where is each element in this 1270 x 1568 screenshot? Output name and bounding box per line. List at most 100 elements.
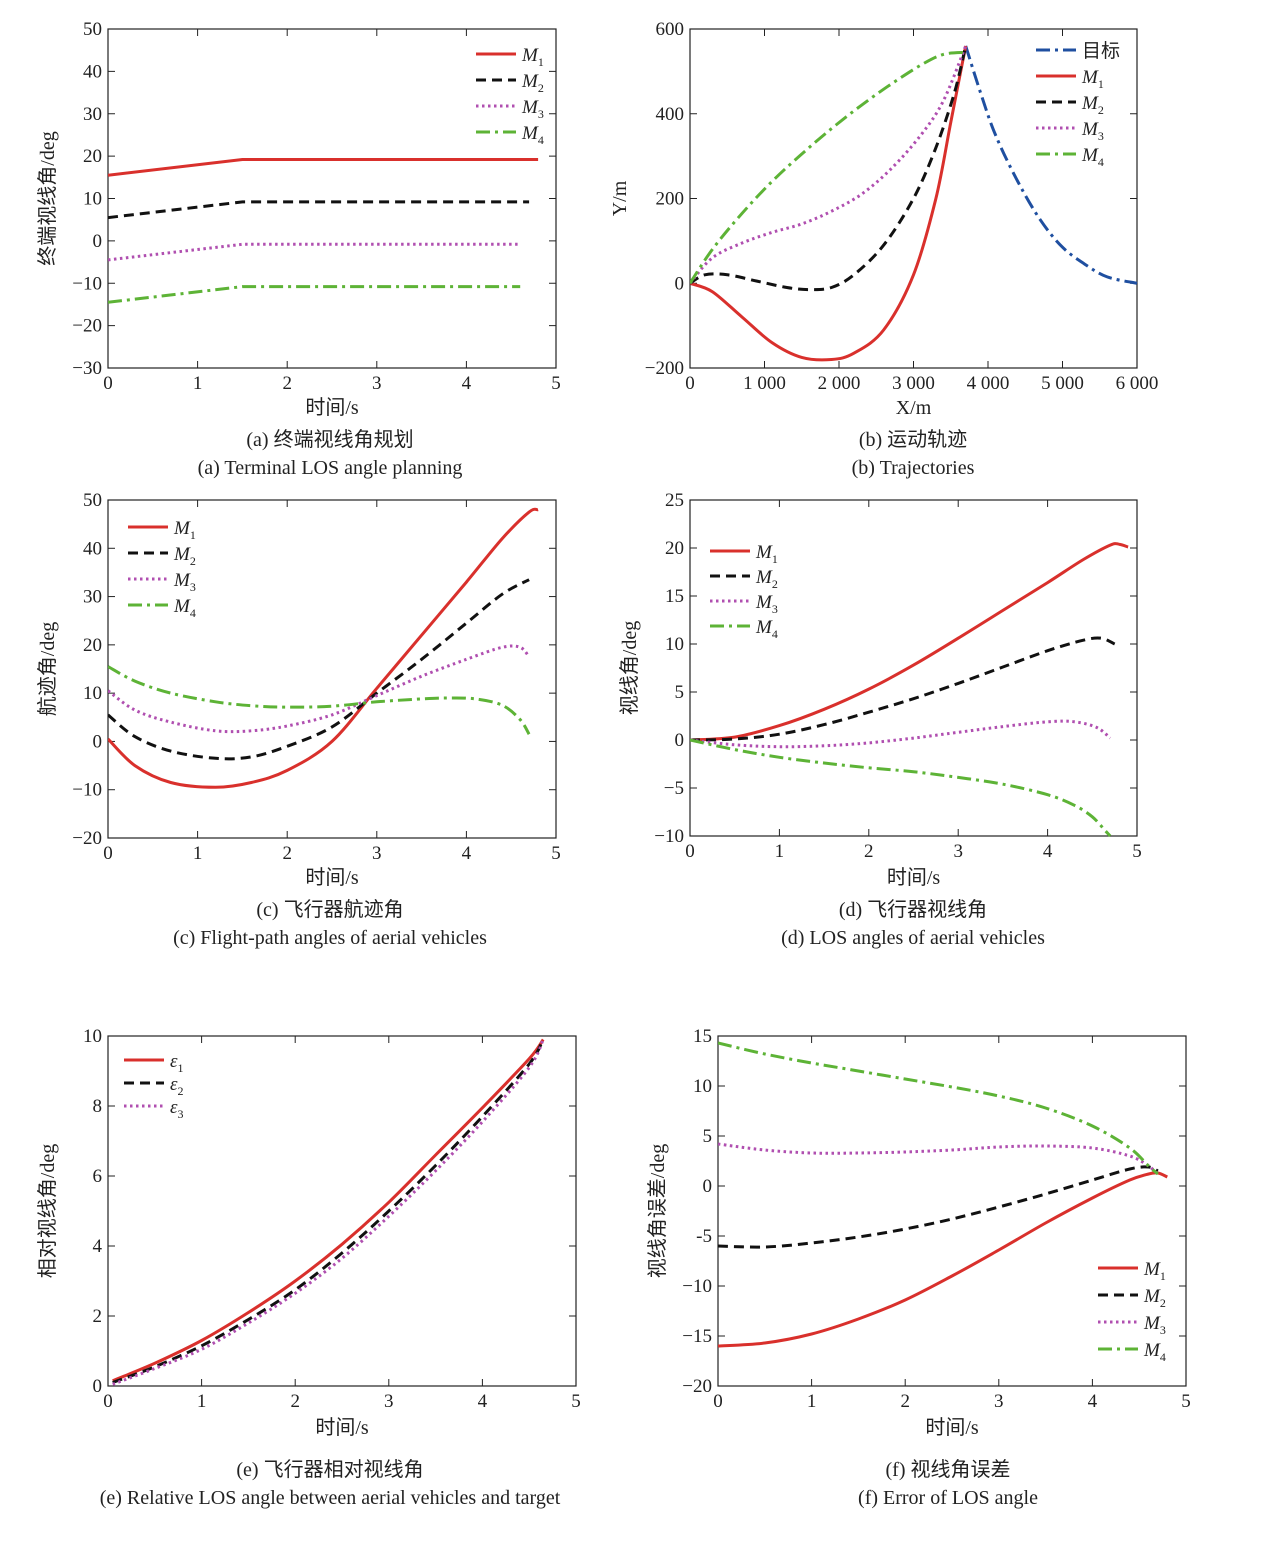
legend-label: ε3 xyxy=(170,1097,184,1121)
series-line-m3 xyxy=(690,45,968,285)
legend-label: M4 xyxy=(173,596,196,620)
legend-label: M4 xyxy=(521,123,544,147)
legend-name: M xyxy=(173,596,191,617)
x-tick-label: 5 xyxy=(571,1391,581,1412)
y-tick-label: 40 xyxy=(83,61,102,82)
plot-frame xyxy=(107,1035,577,1387)
chart-panel-d: 0 1 2 3 4 5−10−50510152025时间/s视线角/degM1M2M3M4… xyxy=(618,490,1142,949)
x-tick-label: 1 xyxy=(807,1391,817,1412)
y-tick-label: −10 xyxy=(72,273,102,294)
legend-subscript: 3 xyxy=(1098,129,1104,143)
legend-subscript: 2 xyxy=(178,1084,184,1098)
series-line-m4 xyxy=(718,1041,1159,1176)
x-axis-title: 时间/s xyxy=(887,866,941,889)
y-tick-label: −10 xyxy=(682,1276,712,1297)
y-tick-label: 30 xyxy=(83,587,102,608)
x-tick-label: 3 000 xyxy=(892,373,935,394)
legend-label: M1 xyxy=(521,45,544,69)
y-tick-label: 8 xyxy=(93,1096,103,1117)
legend-subscript: 1 xyxy=(538,55,544,69)
x-tick-label: 4 xyxy=(1088,1391,1098,1412)
legend-name: M xyxy=(1143,1259,1161,1280)
y-axis-title: 航迹角/deg xyxy=(36,622,59,716)
x-tick-label: 1 xyxy=(193,373,203,394)
legend-name: M xyxy=(1143,1340,1161,1361)
legend-subscript: 4 xyxy=(538,133,544,147)
plot-frame xyxy=(717,1035,1187,1387)
y-tick-label: 30 xyxy=(83,104,102,125)
legend-subscript: 1 xyxy=(190,528,196,542)
y-tick-label: 5 xyxy=(675,682,685,703)
y-axis-title: 相对视线角/deg xyxy=(36,1144,59,1278)
caption-en: (b) Trajectories xyxy=(852,457,975,479)
legend-name: M xyxy=(173,570,191,591)
legend-label: M2 xyxy=(1143,1286,1166,1310)
caption-cn: (e) 飞行器相对视线角 xyxy=(236,1458,423,1481)
x-tick-label: 4 xyxy=(462,373,472,394)
legend-label: M3 xyxy=(755,592,778,616)
x-tick-label: 5 xyxy=(551,843,561,864)
legend-name: M xyxy=(1143,1313,1161,1334)
y-tick-label: -5 xyxy=(696,1226,712,1247)
caption-en: (f) Error of LOS angle xyxy=(858,1487,1038,1509)
y-tick-label: −15 xyxy=(682,1326,712,1347)
x-tick-label: 3 xyxy=(372,843,382,864)
chart-panel-c: 0 1 2 3 4 5−20−1001020304050时间/s航迹角/degM1M2M3… xyxy=(36,490,561,949)
series-line-m4 xyxy=(690,738,1112,838)
legend-label: M3 xyxy=(1081,119,1104,143)
legend-subscript: 4 xyxy=(1160,1350,1166,1364)
series-line-m4 xyxy=(108,285,521,304)
caption-cn: (f) 视线角误差 xyxy=(886,1458,1011,1481)
legend-subscript: 1 xyxy=(1098,77,1104,91)
legend-label: M1 xyxy=(173,518,196,542)
legend-subscript: 1 xyxy=(1160,1269,1166,1283)
y-tick-label: 0 xyxy=(93,231,103,252)
legend-name: ε xyxy=(170,1074,178,1095)
x-tick-label: 0 xyxy=(103,373,113,394)
caption-cn: (c) 飞行器航迹角 xyxy=(256,898,403,921)
series-line-m4 xyxy=(108,665,531,735)
legend-name: M xyxy=(1081,67,1099,88)
y-axis-title: 视线角/deg xyxy=(618,621,641,715)
legend-name: ε xyxy=(170,1051,178,1072)
x-tick-label: 5 xyxy=(1132,841,1142,862)
legend-label: M4 xyxy=(1143,1340,1166,1364)
series-line-m2 xyxy=(718,1165,1159,1249)
y-tick-label: 2 xyxy=(93,1306,103,1327)
legend-subscript: 2 xyxy=(1160,1296,1166,1310)
x-tick-label: 1 xyxy=(193,843,203,864)
legend-label: M4 xyxy=(755,617,778,641)
legend-subscript: 2 xyxy=(1098,103,1104,117)
y-axis-title: Y/m xyxy=(609,180,631,216)
x-tick-label: 5 000 xyxy=(1041,373,1084,394)
x-axis-title: 时间/s xyxy=(305,866,359,889)
legend-name: M xyxy=(755,592,773,613)
legend-name: M xyxy=(755,567,773,588)
legend-name: M xyxy=(1081,119,1099,140)
y-tick-label: 6 xyxy=(93,1166,103,1187)
y-tick-label: 10 xyxy=(83,1026,102,1047)
legend-name: 目标 xyxy=(1082,40,1120,62)
legend-subscript: 4 xyxy=(190,606,196,620)
y-tick-label: 5 xyxy=(703,1126,713,1147)
y-tick-label: 25 xyxy=(665,490,684,511)
y-tick-label: −30 xyxy=(72,358,102,379)
y-tick-label: 20 xyxy=(83,635,102,656)
y-tick-label: 20 xyxy=(665,538,684,559)
series-line-target xyxy=(964,45,1138,285)
y-tick-label: 10 xyxy=(83,683,102,704)
legend-label: ε1 xyxy=(170,1051,184,1075)
legend-name: M xyxy=(521,71,539,92)
legend-label: M1 xyxy=(1081,67,1104,91)
y-tick-label: 40 xyxy=(83,538,102,559)
x-tick-label: 5 xyxy=(1181,1391,1191,1412)
y-tick-label: 0 xyxy=(93,1376,103,1397)
y-tick-label: −10 xyxy=(654,826,684,847)
x-tick-label: 3 xyxy=(953,841,963,862)
x-tick-label: 0 xyxy=(713,1391,723,1412)
y-tick-label: 4 xyxy=(93,1236,103,1257)
legend-subscript: 4 xyxy=(1098,155,1104,169)
